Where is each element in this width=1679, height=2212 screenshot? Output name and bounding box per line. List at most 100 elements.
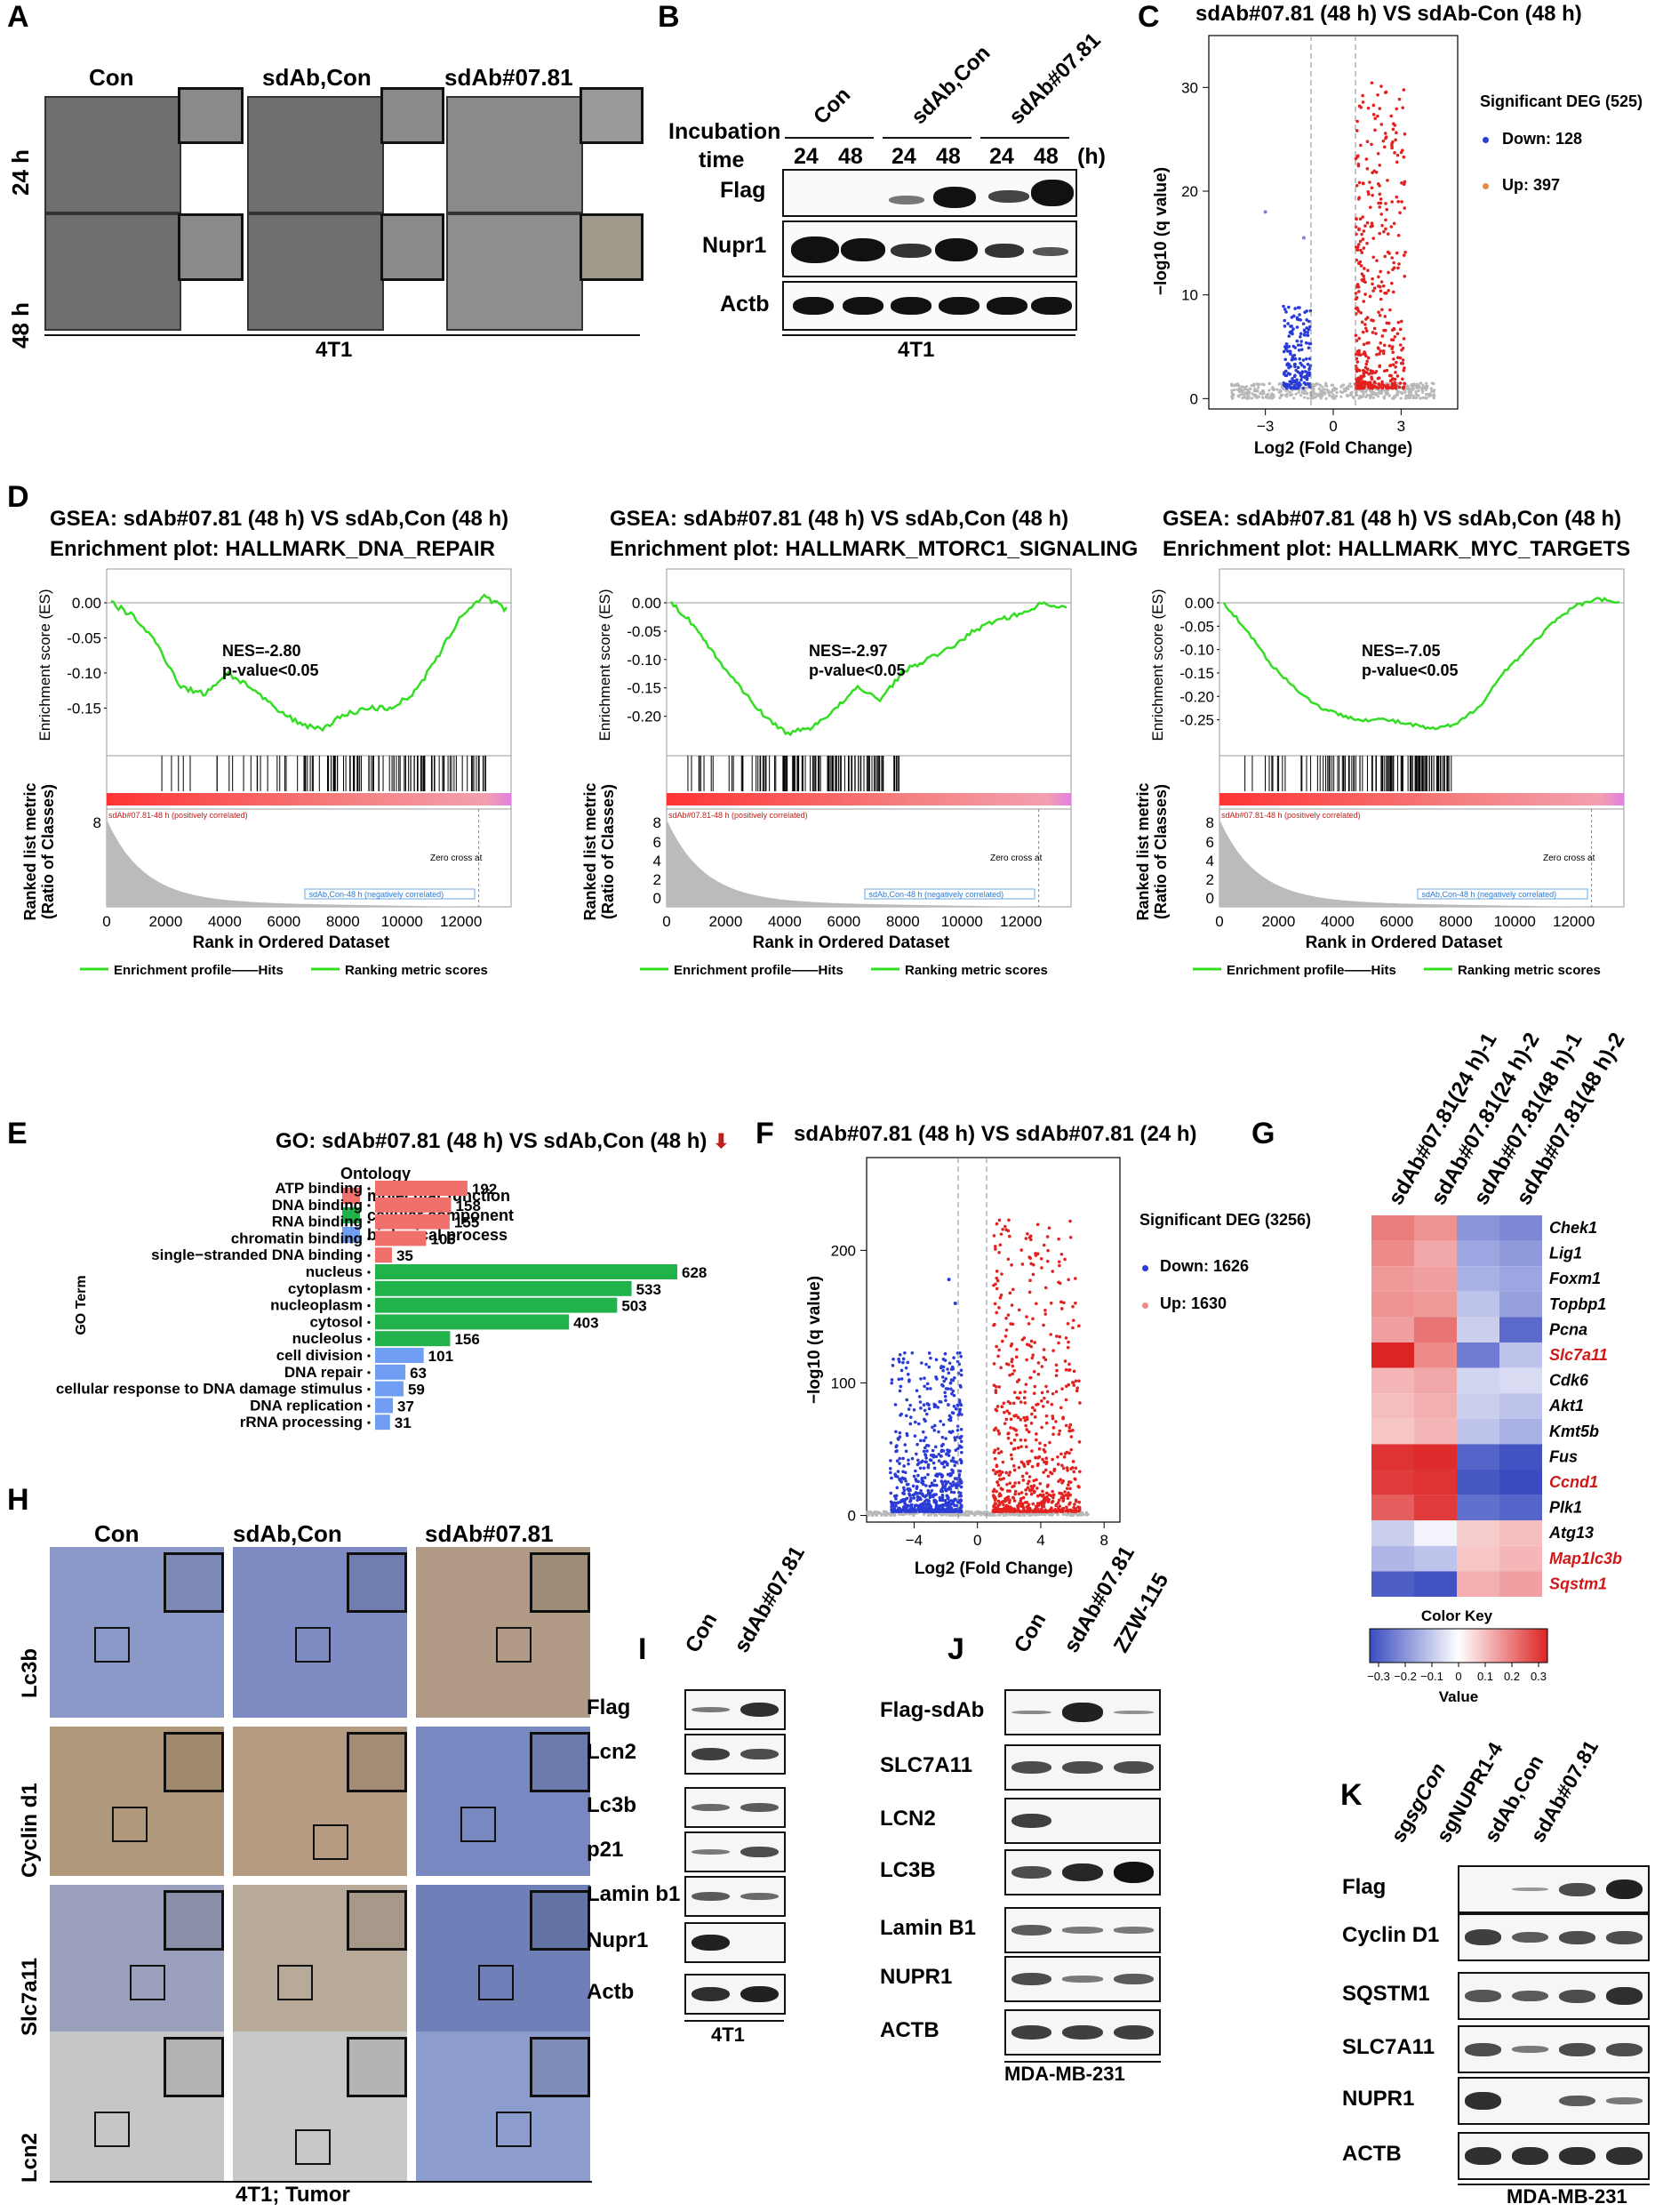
volcano-f-point-down bbox=[905, 1496, 909, 1501]
volcano-c-point-down bbox=[1292, 383, 1297, 388]
volcano-f-point-up bbox=[1072, 1470, 1076, 1474]
ihc-inset bbox=[530, 1552, 590, 1613]
volcano-f-point-down bbox=[952, 1393, 956, 1398]
volcano-f-point-down bbox=[939, 1366, 943, 1370]
volcano-f-point-up bbox=[1056, 1501, 1060, 1505]
volcano-c-point-down bbox=[1308, 309, 1313, 313]
inset-con-24h bbox=[178, 87, 244, 144]
volcano-c-point-ns bbox=[1364, 395, 1368, 399]
blot-j-1 bbox=[1004, 1744, 1161, 1791]
volcano-c-point-up bbox=[1403, 381, 1407, 386]
panel-k-underline bbox=[1458, 2184, 1650, 2185]
gsea-xtick-label: 12000 bbox=[1553, 913, 1595, 930]
volcano-f-point-down bbox=[929, 1453, 933, 1457]
volcano-f-point-up bbox=[1074, 1507, 1078, 1511]
volcano-f-point-down bbox=[956, 1371, 961, 1375]
volcano-c-point-up bbox=[1368, 180, 1371, 184]
volcano-f-point-up bbox=[999, 1478, 1003, 1481]
volcano-f-point-down bbox=[934, 1483, 939, 1487]
volcano-c-point-down bbox=[1298, 313, 1301, 317]
volcano-c-point-ns bbox=[1395, 389, 1399, 393]
volcano-f-point-down bbox=[901, 1491, 905, 1495]
volcano-c-point-down bbox=[1299, 375, 1304, 379]
volcano-f-point-down bbox=[941, 1365, 946, 1369]
blot-label: NUPR1 bbox=[1342, 2087, 1415, 2111]
volcano-f-point-down bbox=[953, 1498, 957, 1502]
volcano-f-point-down bbox=[954, 1407, 958, 1411]
panel-f-legend-title: Significant DEG (3256) bbox=[1139, 1211, 1312, 1229]
volcano-f-point-up bbox=[1027, 1475, 1032, 1479]
volcano-c-point-ns bbox=[1411, 397, 1415, 400]
heatmap-cell bbox=[1414, 1393, 1457, 1419]
panel-i-col-sdab: sdAb#07.81 bbox=[729, 1542, 810, 1657]
volcano-c-point-ns bbox=[1272, 388, 1275, 392]
volcano-f-point-down bbox=[918, 1400, 923, 1404]
heatmap-cell bbox=[1371, 1418, 1414, 1445]
volcano-f-point-up bbox=[996, 1429, 1000, 1432]
volcano-f-point-down bbox=[889, 1491, 893, 1495]
volcano-c-point-down bbox=[1293, 365, 1297, 369]
heatmap-cell bbox=[1499, 1393, 1542, 1419]
volcano-f-xlabel: Log2 (Fold Change) bbox=[915, 1559, 1073, 1578]
gsea-xtick-label: 0 bbox=[662, 913, 670, 930]
heatmap-cell bbox=[1414, 1444, 1457, 1470]
blot-k-1 bbox=[1458, 1913, 1650, 1961]
volcano-f-point-up bbox=[1045, 1259, 1050, 1263]
heatmap-cell bbox=[1371, 1240, 1414, 1267]
panel-f-legend-down: Down: 1626 bbox=[1160, 1257, 1250, 1275]
blot-band bbox=[1559, 1882, 1595, 1896]
heatmap-cell bbox=[1371, 1520, 1414, 1546]
volcano-c-point-up bbox=[1361, 368, 1365, 373]
volcano-f-point-down bbox=[934, 1473, 938, 1478]
volcano-f-point-ns bbox=[890, 1513, 894, 1517]
volcano-f-point-up bbox=[1044, 1414, 1049, 1418]
volcano-f-point-down bbox=[959, 1503, 963, 1508]
volcano-f-point-up bbox=[1003, 1410, 1006, 1415]
volcano-f-point-up bbox=[1027, 1503, 1031, 1507]
volcano-f-point-down bbox=[952, 1404, 956, 1408]
volcano-f-point-down bbox=[905, 1398, 909, 1402]
volcano-f-point-down bbox=[897, 1438, 900, 1441]
volcano-c-point-up bbox=[1370, 186, 1374, 190]
volcano-f-point-up bbox=[1067, 1340, 1070, 1344]
volcano-f-point-up bbox=[993, 1245, 997, 1248]
volcano-f-point-up bbox=[1019, 1438, 1023, 1442]
ihc-zoom-box bbox=[94, 1627, 130, 1663]
panel-c-legend-down-dot bbox=[1483, 137, 1489, 143]
volcano-f-point-down bbox=[896, 1470, 900, 1473]
volcano-f-point-up bbox=[1033, 1341, 1036, 1344]
volcano-f-point-up bbox=[995, 1344, 998, 1349]
volcano-f-point-down bbox=[915, 1487, 919, 1490]
blot-band bbox=[1011, 1760, 1052, 1775]
volcano-c-point-down bbox=[1307, 341, 1311, 346]
volcano-f-point-down bbox=[891, 1364, 895, 1367]
volcano-c-point-up bbox=[1363, 267, 1366, 270]
volcano-f-point-up bbox=[1002, 1401, 1006, 1406]
volcano-f-point-up bbox=[1029, 1339, 1034, 1343]
volcano-f-point-up bbox=[1012, 1499, 1017, 1503]
gsea-xtick-label: 12000 bbox=[440, 913, 482, 930]
volcano-c-point-up bbox=[1379, 201, 1383, 205]
volcano-c-point-up bbox=[1394, 138, 1397, 142]
volcano-f-point-up bbox=[1015, 1348, 1019, 1351]
volcano-c-point-up bbox=[1377, 382, 1381, 386]
volcano-c-point-up bbox=[1360, 385, 1363, 389]
volcano-f-point-up bbox=[1052, 1469, 1056, 1472]
volcano-f-ytick-label: 200 bbox=[831, 1242, 856, 1259]
gsea-ytick-label: -0.10 bbox=[627, 652, 661, 669]
volcano-f-point-down bbox=[938, 1399, 941, 1404]
ihc-zoom-box bbox=[496, 2112, 532, 2147]
volcano-f-point-down bbox=[932, 1479, 937, 1483]
volcano-c-point-up bbox=[1354, 225, 1358, 228]
volcano-f-point-up bbox=[1024, 1423, 1027, 1428]
volcano-c-point-ns bbox=[1318, 395, 1322, 398]
blot-band bbox=[1113, 1711, 1154, 1714]
gsea-rank-area bbox=[107, 820, 479, 907]
volcano-c-point-up bbox=[1386, 383, 1389, 388]
volcano-f-point-up bbox=[1059, 1452, 1063, 1456]
volcano-f-point-up bbox=[1027, 1322, 1031, 1326]
volcano-f-point-down bbox=[897, 1358, 900, 1361]
volcano-f-point-down bbox=[921, 1482, 925, 1487]
volcano-f-point-up bbox=[1026, 1231, 1029, 1236]
blot-band bbox=[1559, 2042, 1595, 2056]
